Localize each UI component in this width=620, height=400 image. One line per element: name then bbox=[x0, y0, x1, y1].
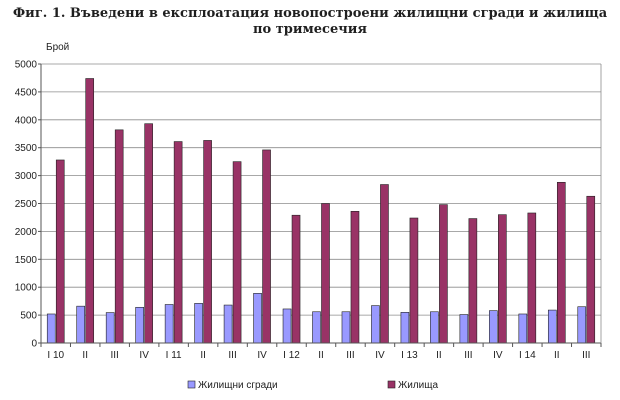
legend: Жилищни сгради Жилища bbox=[187, 380, 438, 391]
chart-title-line-1: Фиг. 1. Въведени в експлоатация новопост… bbox=[12, 6, 608, 21]
x-tick-label: ІІ bbox=[554, 350, 560, 361]
x-tick-label: І 12 bbox=[283, 350, 300, 361]
bar-buildings bbox=[76, 305, 86, 344]
x-tick-label: ІІ bbox=[82, 350, 88, 361]
x-tick-label: І 11 bbox=[166, 350, 182, 361]
bar-buildings bbox=[312, 311, 321, 344]
bar-dwellings bbox=[291, 214, 301, 344]
y-tick-label: 500 bbox=[20, 311, 37, 322]
legend-swatch bbox=[187, 380, 196, 389]
y-tick-label: 4000 bbox=[15, 115, 38, 126]
y-tick-label: 2500 bbox=[15, 199, 38, 210]
bar-buildings bbox=[282, 308, 292, 344]
x-tick-label: ІІІ bbox=[464, 350, 472, 361]
y-tick-label: 2000 bbox=[15, 227, 38, 238]
y-tick-label: 3500 bbox=[15, 143, 38, 154]
legend-label: Жилищни сгради bbox=[198, 380, 278, 391]
bar-buildings bbox=[430, 311, 439, 344]
bar-dwellings bbox=[321, 203, 330, 344]
bar-buildings bbox=[46, 313, 56, 344]
gridlines bbox=[41, 63, 601, 344]
bar-buildings bbox=[518, 313, 528, 344]
bar-dwellings bbox=[55, 159, 65, 344]
bar-buildings bbox=[459, 314, 469, 344]
axes bbox=[38, 63, 602, 347]
bar-buildings bbox=[253, 293, 262, 344]
bar-buildings bbox=[341, 311, 351, 344]
bar-buildings bbox=[105, 312, 115, 344]
x-tick-label: ІV bbox=[257, 350, 267, 361]
bar-buildings bbox=[400, 312, 410, 344]
legend-label: Жилища bbox=[398, 380, 438, 391]
bar-buildings bbox=[135, 306, 144, 344]
x-tick-label: ІV bbox=[139, 350, 149, 361]
bar-buildings bbox=[577, 306, 587, 344]
bar-dwellings bbox=[232, 161, 242, 344]
x-tick-label: ІІ bbox=[200, 350, 206, 361]
legend-swatch bbox=[387, 380, 396, 389]
legend-item: Жилищни сгради bbox=[187, 380, 278, 391]
y-tick-label: 5000 bbox=[15, 60, 38, 71]
bar-dwellings bbox=[173, 141, 183, 344]
x-tick-labels: І 10 ІІ ІІІ ІV І 11 ІІ ІІІ ІV І 12 ІІ ІІІ ІV І 13 ІІ І… bbox=[47, 350, 590, 361]
x-tick-label: ІІІ bbox=[228, 350, 236, 361]
bar-dwellings bbox=[380, 184, 389, 344]
bar-dwellings bbox=[468, 218, 478, 344]
bar-dwellings bbox=[262, 149, 271, 344]
bar-dwellings bbox=[586, 195, 596, 344]
x-tick-label: ІІІ bbox=[346, 350, 354, 361]
y-tick-label: 4500 bbox=[15, 87, 38, 98]
chart-title-line-2: по тримесечия bbox=[252, 22, 367, 37]
y-tick-label: 1000 bbox=[15, 283, 38, 294]
y-tick-label: 0 bbox=[31, 339, 37, 350]
x-tick-label: ІІ bbox=[436, 350, 442, 361]
bar-buildings bbox=[164, 304, 174, 344]
y-tick-label: 1500 bbox=[15, 255, 38, 266]
bar-buildings bbox=[194, 303, 203, 344]
bar-dwellings bbox=[114, 129, 124, 344]
bar-dwellings bbox=[144, 123, 153, 344]
y-axis-label: Брой bbox=[46, 42, 69, 53]
chart-title: Фиг. 1. Въведени в експлоатация новопост… bbox=[0, 6, 620, 38]
bar-dwellings bbox=[439, 204, 448, 344]
x-tick-label: ІV bbox=[375, 350, 385, 361]
y-tick-label: 3000 bbox=[15, 171, 38, 182]
bar-dwellings bbox=[203, 140, 212, 344]
x-tick-label: ІІІ bbox=[111, 350, 119, 361]
x-tick-label: І 14 bbox=[519, 350, 536, 361]
bars bbox=[46, 78, 596, 344]
legend-item: Жилища bbox=[387, 380, 438, 391]
bar-dwellings bbox=[556, 181, 566, 344]
bar-buildings bbox=[223, 304, 233, 344]
x-tick-label: ІІ bbox=[318, 350, 324, 361]
bar-dwellings bbox=[527, 212, 537, 344]
bar-buildings bbox=[547, 309, 557, 344]
x-tick-label: ІІІ bbox=[582, 350, 590, 361]
bar-buildings bbox=[489, 310, 498, 344]
x-tick-label: ІV bbox=[493, 350, 503, 361]
bar-dwellings bbox=[498, 214, 507, 344]
bar-dwellings bbox=[409, 217, 419, 344]
bar-dwellings bbox=[350, 211, 360, 344]
y-tick-labels: 0 500 1000 1500 2000 2500 3000 3500 4000 4500 5000 bbox=[15, 60, 38, 350]
x-tick-label: І 13 bbox=[401, 350, 418, 361]
x-tick-label: І 10 bbox=[47, 350, 64, 361]
bar-dwellings bbox=[85, 78, 95, 344]
bar-buildings bbox=[371, 305, 380, 344]
